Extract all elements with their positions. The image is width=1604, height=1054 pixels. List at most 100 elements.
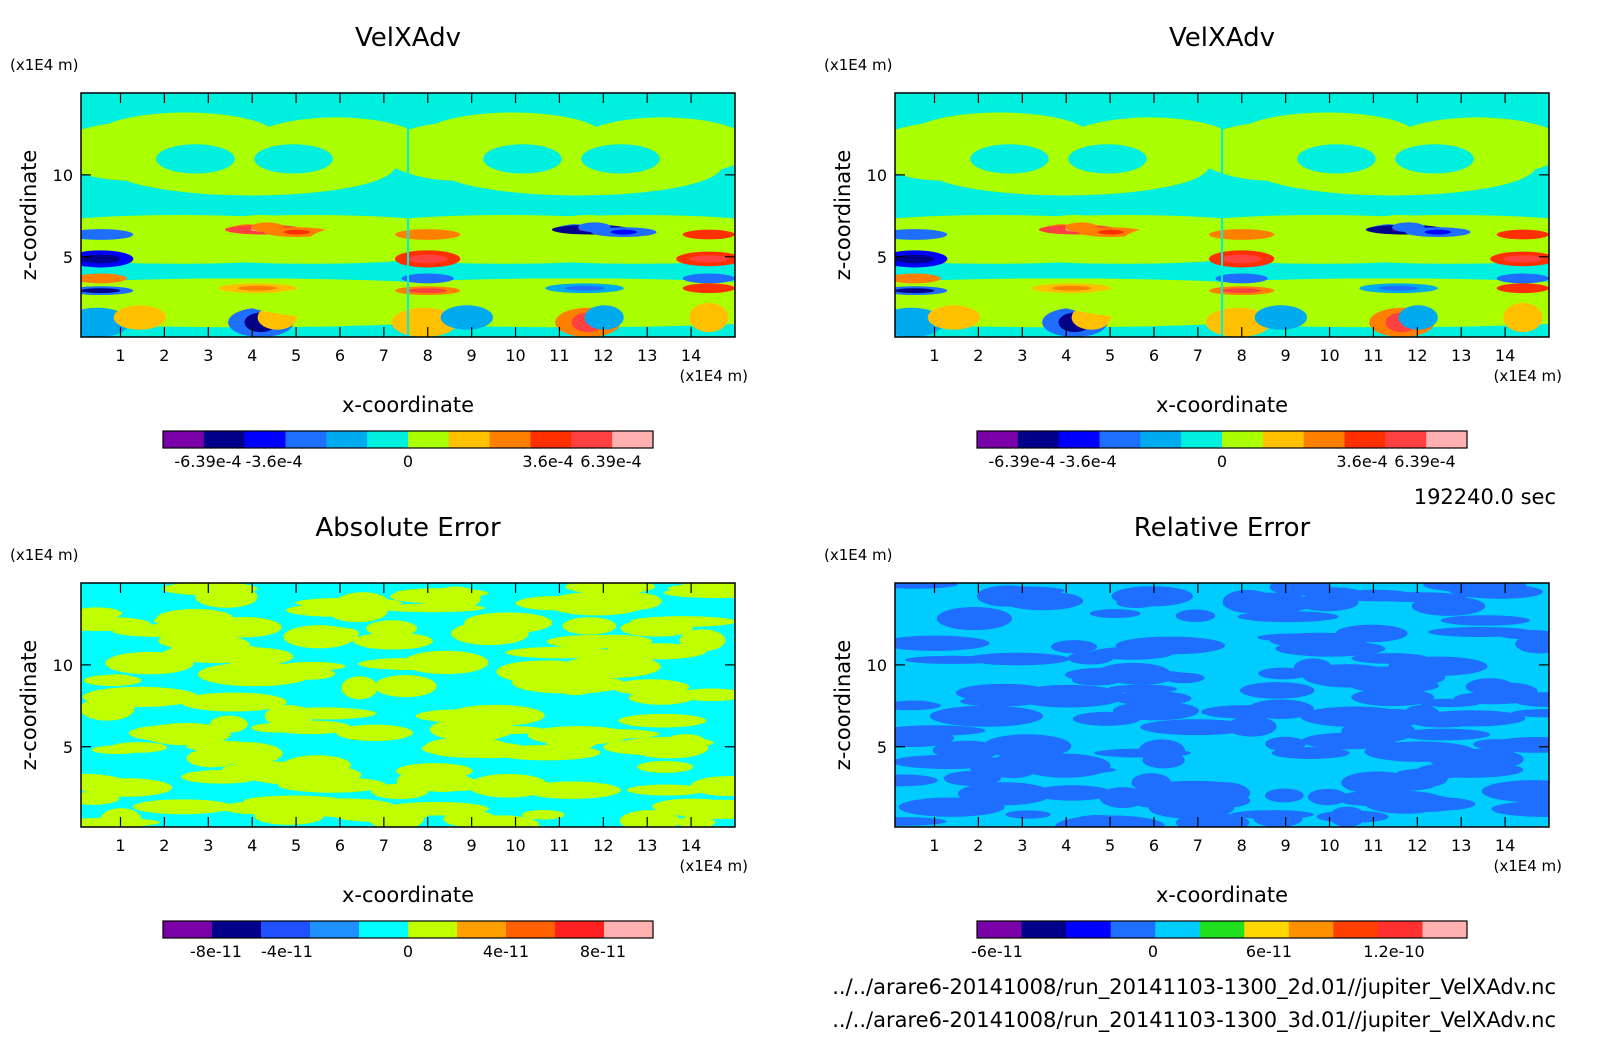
relative-error-patch-122 (1396, 768, 1466, 779)
velxadv-2d-contour-1-25 (440, 305, 494, 330)
relative-error-patch-114 (895, 774, 938, 787)
absolute-error-title: Absolute Error (315, 513, 501, 543)
velxadv-3d-edge-contour-2 (1503, 255, 1543, 263)
velxadv-2d-field (81, 93, 735, 337)
relative-error-patch-82 (1511, 708, 1549, 718)
relative-error-patch-119 (1115, 636, 1226, 655)
velxadv-2d-colorbar-label-2: 0 (403, 452, 413, 471)
relative-error-patch-100 (1465, 678, 1514, 695)
absolute-error-patch-24 (609, 643, 707, 660)
relative-error-patch-63 (1264, 788, 1304, 803)
relative-error-colorbar-swatch-3 (1110, 921, 1156, 938)
velxadv-2d-colorbar-label-4: 6.39e-4 (580, 452, 641, 471)
velxadv-3d-edge-contour-3 (1496, 273, 1549, 284)
relative-error-patch-55 (1271, 747, 1350, 759)
relative-error-xtick-label-3: 4 (1061, 836, 1071, 855)
absolute-error-patch-61 (195, 586, 258, 608)
absolute-error-patch-109 (366, 620, 418, 637)
absolute-error-patch-128 (606, 592, 662, 610)
relative-error-colorbar-swatch-0 (977, 921, 1023, 938)
velxadv-3d-contour-0-11 (895, 254, 935, 264)
absolute-error-xtick-label-4: 5 (291, 836, 301, 855)
velxadv-2d-contour-0-9 (81, 229, 134, 240)
velxadv-2d-colorbar-swatch-0 (163, 431, 205, 448)
velxadv-3d-xtick-label-0: 1 (929, 346, 939, 365)
velxadv-2d-colorbar-swatch-3 (285, 431, 327, 448)
absolute-error-patch-51 (307, 800, 360, 816)
velxadv-3d-contour-0-12 (895, 273, 941, 284)
relative-error-patch-129 (983, 734, 1072, 759)
absolute-error-xtick-label-8: 9 (467, 836, 477, 855)
relative-error-patch-127 (1051, 640, 1098, 654)
velxadv-2d-ytick-label-1: 10 (53, 166, 73, 185)
absolute-error-colorbar-label-0: -8e-11 (190, 942, 242, 961)
relative-error-colorbar-swatch-10 (1422, 921, 1468, 938)
velxadv-2d-colorbar-swatch-8 (489, 431, 531, 448)
relative-error-patch-33 (1253, 810, 1303, 827)
absolute-error-patch-103 (81, 792, 120, 805)
velxadv-3d-colorbar-swatch-1 (1017, 431, 1060, 448)
velxadv-3d-colorbar-swatch-7 (1262, 431, 1305, 448)
relative-error-patch-101 (1473, 739, 1519, 750)
velxadv-2d-edge-contour-3 (682, 273, 735, 284)
velxadv-2d-contour-0-7 (156, 144, 235, 174)
velxadv-3d-contour-0-26 (1048, 215, 1102, 225)
absolute-error-ylabel: z-coordinate (17, 640, 41, 771)
velxadv-3d-title: VelXAdv (1169, 23, 1275, 53)
relative-error-xtick-label-11: 12 (1407, 836, 1427, 855)
relative-error-patch-91 (936, 606, 1013, 631)
relative-error-colorbar-label-0: -6e-11 (971, 942, 1023, 961)
absolute-error-patch-131 (472, 725, 546, 735)
absolute-error-ytick-label-1: 10 (53, 656, 73, 675)
absolute-error-colorbar-swatch-6 (457, 921, 507, 938)
relative-error-xtick-label-6: 7 (1193, 836, 1203, 855)
absolute-error-patch-106 (468, 773, 549, 798)
relative-error-patch-92 (957, 782, 1052, 806)
velxadv-2d-xtick-label-8: 9 (467, 346, 477, 365)
absolute-error-colorbar-swatch-0 (163, 921, 213, 938)
relative-error-xtick-label-4: 5 (1105, 836, 1115, 855)
absolute-error-xtick-label-7: 8 (423, 836, 433, 855)
velxadv-2d-colorbar-swatch-9 (530, 431, 572, 448)
absolute-error-patch-32 (505, 646, 619, 659)
absolute-error-patch-107 (423, 737, 510, 758)
absolute-error-patch-74 (679, 629, 726, 652)
relative-error-patch-136 (1335, 624, 1408, 643)
absolute-error-patch-122 (546, 635, 640, 649)
absolute-error-colorbar-swatch-7 (506, 921, 556, 938)
velxadv-3d-colorbar-swatch-8 (1303, 431, 1345, 448)
relative-error-ytick-label-1: 10 (867, 656, 887, 675)
relative-error-ytick-label-0: 5 (877, 738, 887, 757)
relative-error-patch-39 (1398, 728, 1490, 741)
relative-error-xtick-label-12: 13 (1451, 836, 1471, 855)
velxadv-2d-contour-1-8 (581, 144, 660, 174)
velxadv-2d-ylabel: z-coordinate (17, 150, 41, 281)
velxadv-2d-contour-1-7 (483, 144, 562, 174)
velxadv-2d-contour-1-12 (401, 273, 454, 284)
absolute-error-field (81, 583, 735, 827)
velxadv-2d-colorbar-frame (162, 430, 654, 449)
relative-error-patch-74 (1275, 640, 1386, 657)
relative-error-patch-50 (1316, 810, 1389, 823)
relative-error-patch-128 (976, 585, 1039, 607)
relative-error-patch-124 (970, 759, 1029, 778)
relative-error-patch-72 (1481, 780, 1549, 803)
velxadv-3d-xtick-label-10: 11 (1363, 346, 1383, 365)
velxadv-2d-panel: VelXAdv(x1E4 m)1 2 3 4 5 6 7 8 9 10 11 12 13 14510(x1… (10, 23, 748, 471)
relative-error-patch-80 (1005, 810, 1051, 819)
velxadv-3d-ytick-label-1: 10 (867, 166, 887, 185)
velxadv-2d-contour-1-19 (564, 285, 605, 291)
relative-error-patch-120 (1012, 684, 1126, 708)
velxadv-2d-colorbar-swatch-11 (612, 431, 654, 448)
velxadv-2d-xtick-label-13: 14 (681, 346, 701, 365)
velxadv-2d-contour-0-26 (234, 215, 288, 225)
absolute-error-xtick-label-2: 3 (203, 836, 213, 855)
velxadv-2d-xtick-label-7: 8 (423, 346, 433, 365)
velxadv-2d-xtick-label-1: 2 (159, 346, 169, 365)
velxadv-2d-x-unit: (x1E4 m) (679, 367, 748, 385)
relative-error-patch-90 (1341, 771, 1414, 795)
velxadv-2d-xtick-label-10: 11 (549, 346, 569, 365)
absolute-error-patch-20 (98, 674, 136, 685)
velxadv-3d-colorbar-swatch-11 (1426, 431, 1468, 448)
absolute-error-patch-75 (619, 810, 681, 827)
